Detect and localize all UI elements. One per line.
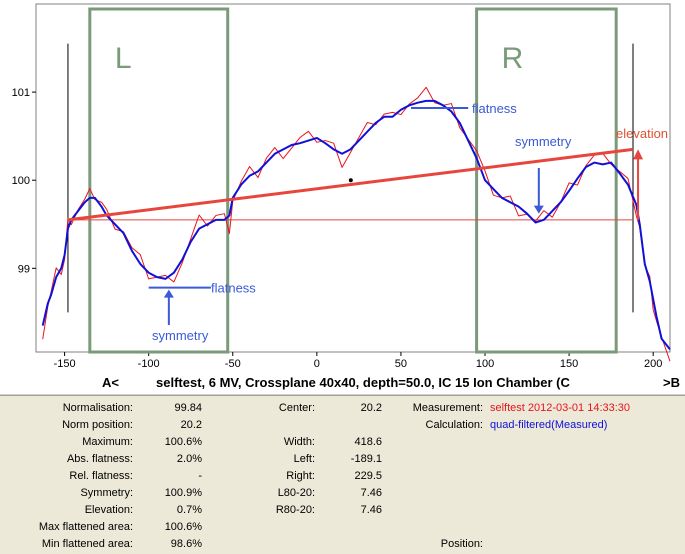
stat-right-label: Right: xyxy=(286,470,315,482)
stat-center-value: 20.2 xyxy=(360,402,382,414)
x-tick-label: 100 xyxy=(476,358,494,370)
chart-title: selftest, 6 MV, Crossplane 40x40, depth=… xyxy=(156,375,570,390)
stat-max-flattened-value: 100.6% xyxy=(164,521,202,533)
x-tick-label: -150 xyxy=(54,358,76,370)
y-tick-label: 100 xyxy=(12,175,30,187)
elevation-arrow-head xyxy=(633,149,644,160)
region-box-r xyxy=(475,7,618,354)
stat-r80-20-value: 7.46 xyxy=(360,504,382,516)
stat-r80-20-label: R80-20: xyxy=(275,504,315,516)
annotation-symmetry-left: symmetry xyxy=(152,328,209,343)
stat-normalisation-label: Normalisation: xyxy=(62,402,133,414)
stat-elevation-label: Elevation: xyxy=(84,504,133,516)
stat-center-label: Center: xyxy=(278,402,315,414)
calculation-label: Calculation: xyxy=(425,419,483,431)
stat-left-label: Left: xyxy=(293,453,315,465)
calculation-value: quad-filtered(Measured) xyxy=(490,419,608,431)
x-tick-label: -100 xyxy=(138,358,160,370)
stat-rel-flatness-label: Rel. flatness: xyxy=(69,470,133,482)
nav-right-button: >B xyxy=(663,375,680,390)
measurement-value: selftest 2012-03-01 14:33:30 xyxy=(490,402,631,414)
x-tick-label: 150 xyxy=(560,358,578,370)
region-label-r: R xyxy=(502,42,524,75)
stat-right-value: 229.5 xyxy=(354,470,382,482)
stat-l80-20-label: L80-20: xyxy=(277,487,315,499)
stat-max-flattened-label: Max flattened area: xyxy=(38,521,133,533)
stat-min-flattened-label: Min flattened area: xyxy=(41,538,133,550)
annotation-symmetry-right: symmetry xyxy=(515,134,572,149)
x-tick-label: 200 xyxy=(644,358,662,370)
series-measured xyxy=(42,86,671,362)
measurement-label: Measurement: xyxy=(412,402,483,414)
y-tick-label: 101 xyxy=(12,87,30,99)
stat-abs-flatness-value: 2.0% xyxy=(176,453,202,465)
region-label-l: L xyxy=(115,42,132,75)
annotation-flatness-top: flatness xyxy=(472,101,517,116)
stat-width-value: 418.6 xyxy=(354,436,382,448)
statistics-panel: Normalisation: 99.84 Norm position: 20.2… xyxy=(0,395,685,554)
y-tick-label: 99 xyxy=(18,263,30,275)
x-tick-label: -50 xyxy=(225,358,241,370)
series-filtered xyxy=(41,99,671,350)
stat-min-flattened-value: 98.6% xyxy=(170,538,202,550)
nav-left-button: A< xyxy=(102,375,119,390)
plot-area xyxy=(35,3,671,353)
stat-symmetry-value: 100.9% xyxy=(164,487,202,499)
stat-maximum-value: 100.6% xyxy=(164,436,202,448)
center-marker xyxy=(348,178,353,183)
position-label: Position: xyxy=(440,538,483,550)
stat-normalisation-value: 99.84 xyxy=(174,402,202,414)
stat-elevation-value: 0.7% xyxy=(176,504,202,516)
stat-l80-20-value: 7.46 xyxy=(360,487,382,499)
region-box-l xyxy=(88,7,230,354)
stat-abs-flatness-label: Abs. flatness: xyxy=(66,453,133,465)
stat-maximum-label: Maximum: xyxy=(82,436,133,448)
x-tick-label: 50 xyxy=(395,358,407,370)
stat-symmetry-label: Symmetry: xyxy=(80,487,133,499)
x-tick-label: 0 xyxy=(314,358,320,370)
stat-norm-position-value: 20.2 xyxy=(180,419,202,431)
symmetry-right-arrow-head xyxy=(533,205,544,214)
stat-rel-flatness-value: - xyxy=(198,470,202,482)
annotation-elevation: elevation xyxy=(616,126,668,141)
annotation-flatness-left: flatness xyxy=(211,281,256,296)
stat-width-label: Width: xyxy=(283,436,315,448)
stat-left-value: -189.1 xyxy=(350,453,382,465)
elevation-line xyxy=(67,147,634,222)
stat-norm-position-label: Norm position: xyxy=(62,419,133,431)
symmetry-left-arrow-head xyxy=(163,289,174,298)
profile-chart[interactable]: 99 100 101 -150 -100 -50 0 50 100 150 200 L Relevati… xyxy=(0,0,685,394)
